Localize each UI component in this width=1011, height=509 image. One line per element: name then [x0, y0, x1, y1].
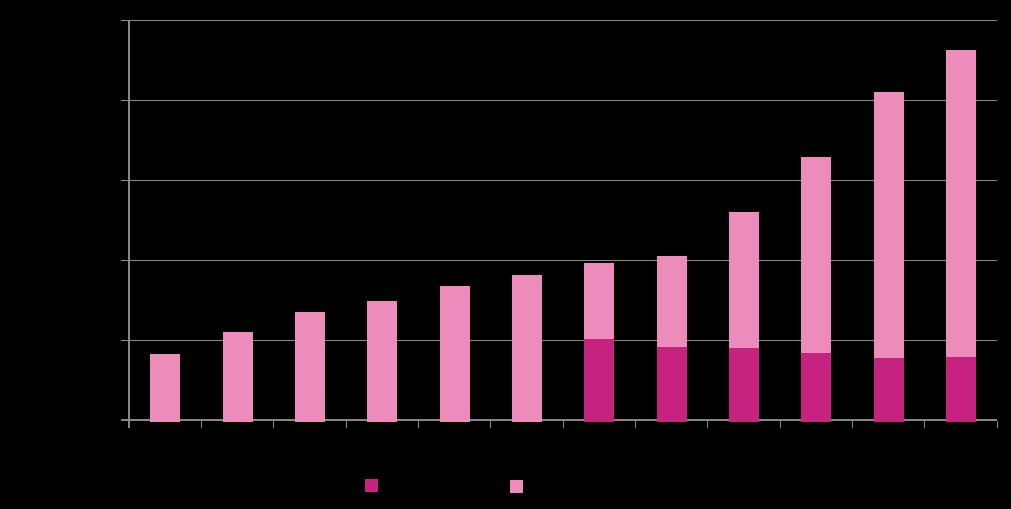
bar-segment-dark-magenta-series: [728, 348, 759, 422]
bar-segment-light-pink-series: [511, 274, 542, 422]
bar-segment-light-pink-series: [801, 156, 832, 353]
bar-segment-light-pink-series: [873, 92, 904, 358]
legend-swatch-light-pink: [510, 480, 523, 493]
stacked-bar: [294, 312, 325, 422]
stacked-bar: [801, 156, 832, 422]
x-axis-line: [121, 419, 997, 421]
stacked-bar: [150, 354, 181, 422]
bar-segment-light-pink-series: [222, 332, 253, 422]
bar-segment-dark-magenta-series: [801, 352, 832, 422]
x-axis-tick: [562, 421, 564, 428]
bar-segment-light-pink-series: [728, 212, 759, 348]
x-axis-tick: [490, 421, 492, 428]
stacked-bar: [222, 332, 253, 422]
stacked-bar: [584, 262, 615, 422]
bar-segment-dark-magenta-series: [584, 338, 615, 422]
stacked-bar: [728, 212, 759, 422]
gridline: [129, 19, 997, 21]
bar-segment-light-pink-series: [584, 262, 615, 339]
stacked-bar: [873, 92, 904, 422]
x-axis-tick: [128, 421, 130, 428]
bar-segment-light-pink-series: [439, 286, 470, 422]
bar-segment-dark-magenta-series: [945, 356, 976, 422]
bar-segment-light-pink-series: [150, 354, 181, 422]
x-axis-tick: [707, 421, 709, 428]
y-axis-tick: [121, 19, 129, 21]
x-axis-tick: [200, 421, 202, 428]
x-axis-tick: [634, 421, 636, 428]
gridline: [129, 99, 997, 101]
stacked-bar: [656, 255, 687, 422]
x-axis-tick: [417, 421, 419, 428]
gridline: [129, 179, 997, 181]
gridline: [129, 259, 997, 261]
y-axis-tick: [121, 419, 129, 421]
y-axis-tick: [121, 99, 129, 101]
legend-item-light-series: [510, 480, 531, 493]
bar-segment-dark-magenta-series: [656, 346, 687, 422]
legend-swatch-dark-magenta: [365, 479, 378, 492]
y-axis-tick: [121, 339, 129, 341]
bar-segment-light-pink-series: [945, 49, 976, 357]
stacked-bar: [439, 286, 470, 422]
x-axis-tick: [273, 421, 275, 428]
x-axis-tick: [924, 421, 926, 428]
x-axis-tick: [345, 421, 347, 428]
stacked-bar: [945, 49, 976, 422]
bar-segment-light-pink-series: [367, 300, 398, 422]
bar-segment-dark-magenta-series: [873, 358, 904, 422]
y-axis-tick: [121, 259, 129, 261]
stacked-bar: [367, 300, 398, 422]
y-axis-line: [128, 20, 130, 428]
stacked-bar: [511, 274, 542, 422]
plot-area: [121, 19, 998, 428]
x-axis-tick: [779, 421, 781, 428]
bar-segment-light-pink-series: [656, 255, 687, 347]
legend-item-dark-series: [365, 479, 386, 492]
y-axis-tick: [121, 179, 129, 181]
x-axis-tick: [996, 421, 998, 428]
gridline: [129, 339, 997, 341]
x-axis-tick: [851, 421, 853, 428]
bar-segment-light-pink-series: [294, 312, 325, 422]
